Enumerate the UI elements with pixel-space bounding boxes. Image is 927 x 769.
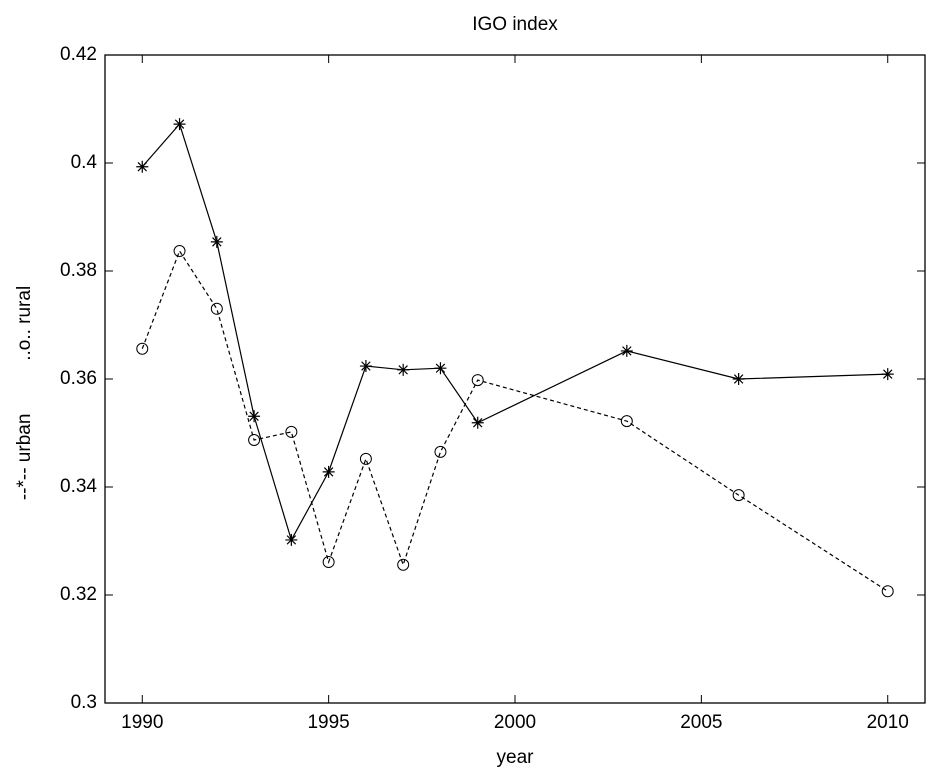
marker	[434, 445, 447, 458]
x-tick-label: 2005	[680, 712, 722, 733]
series-line	[141, 122, 888, 542]
marker	[173, 118, 186, 131]
marker	[359, 360, 372, 373]
marker	[620, 415, 633, 428]
chart-title: IGO index	[472, 14, 558, 35]
marker	[136, 160, 149, 173]
marker	[881, 585, 894, 598]
x-tick-label: 1995	[307, 712, 349, 733]
marker	[285, 533, 298, 546]
marker	[471, 374, 484, 387]
y-tick-label: 0.38	[60, 260, 97, 281]
x-axis-label: year	[497, 747, 535, 768]
marker	[285, 425, 298, 438]
y-tick-label: 0.3	[71, 692, 97, 713]
y-tick-label: 0.4	[71, 152, 98, 173]
marker	[397, 363, 410, 376]
marker	[397, 558, 410, 571]
axes-frame	[104, 54, 926, 704]
marker	[173, 245, 186, 258]
marker	[359, 452, 372, 465]
marker	[732, 373, 745, 385]
marker	[322, 556, 335, 569]
y-tick-label: 0.32	[60, 584, 97, 605]
marker	[210, 302, 223, 315]
marker	[471, 416, 484, 429]
series-line	[141, 249, 889, 592]
y-tick-label: 0.42	[60, 44, 97, 65]
y-axis-label: --*-- urban ..o.. rural	[14, 286, 35, 500]
marker	[620, 344, 633, 357]
y-tick-label: 0.34	[60, 476, 97, 497]
x-tick-label: 2010	[867, 712, 909, 733]
marker	[210, 235, 223, 248]
marker	[136, 342, 149, 355]
x-tick-label: 1990	[121, 712, 163, 733]
marker	[881, 368, 894, 381]
marker	[248, 410, 261, 423]
marker	[434, 362, 447, 375]
x-tick-label: 2000	[494, 712, 536, 733]
marker	[322, 465, 335, 478]
marker	[248, 434, 261, 447]
marker	[732, 489, 745, 502]
y-tick-label: 0.36	[60, 368, 97, 389]
